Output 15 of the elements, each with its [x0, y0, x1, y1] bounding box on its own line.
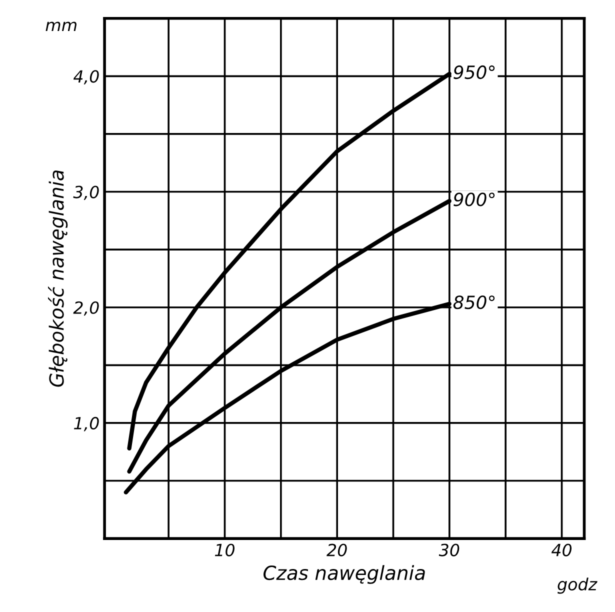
x-tick-label: 20 — [326, 544, 347, 556]
series-label: 950° — [454, 65, 495, 80]
series-label: 900° — [454, 192, 495, 206]
x-axis-title: Czas nawęglania — [264, 565, 425, 584]
x-tick-label: 30 — [438, 544, 460, 556]
y-tick-label: 1,0 — [74, 416, 99, 432]
text: godz — [558, 578, 598, 594]
y-tick-label: 3,0 — [73, 186, 99, 200]
series-label: 850° — [453, 295, 495, 310]
y-tick-label: 2,0 — [73, 301, 99, 316]
y-tick-label: 4,0 — [73, 70, 99, 84]
x-tick-label: 10 — [214, 544, 235, 556]
y-axis-title: Głębokość nawęglania — [48, 170, 68, 387]
x-tick-label: 40 — [551, 544, 572, 556]
text: mm — [46, 22, 76, 32]
